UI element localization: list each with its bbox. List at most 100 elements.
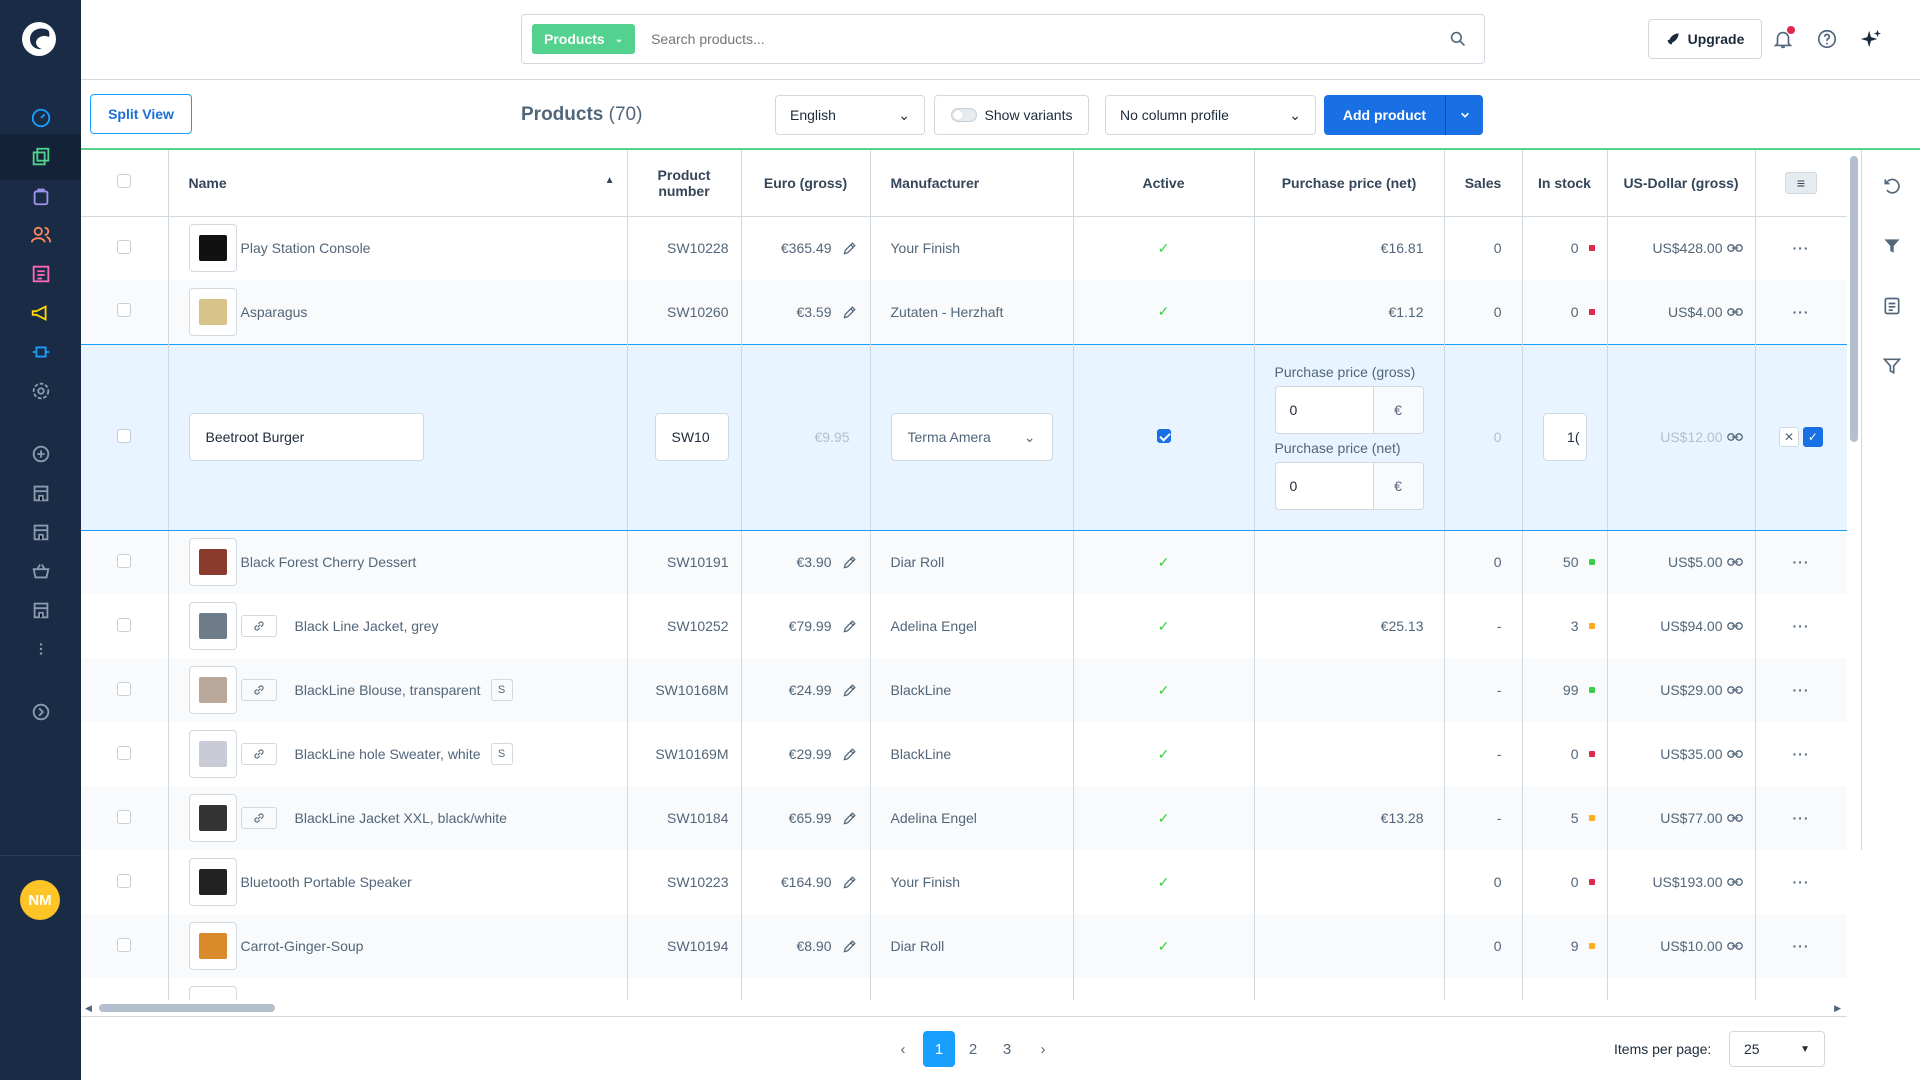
basket-icon[interactable] [0,548,81,594]
save-edit-button[interactable]: ✓ [1802,427,1823,447]
row-actions-icon[interactable]: ··· [1792,938,1810,954]
product-thumbnail[interactable] [188,538,237,587]
filter-icon[interactable] [1880,234,1904,258]
product-thumbnail[interactable] [188,224,237,273]
variant-link-icon[interactable] [240,615,277,637]
edit-pencil-icon[interactable] [842,746,858,762]
items-per-page-select[interactable]: 25 ▼ [1729,1031,1825,1067]
more-icon[interactable] [0,626,81,672]
product-thumbnail[interactable] [188,986,237,1002]
product-name[interactable]: Carrot-Ginger-Soup [240,938,364,954]
inline-edit-row[interactable]: Beetroot Burger SW10 €9.95 Terma Amera ⌄ Purc… [81,343,1847,531]
product-name[interactable]: Black Line Jacket, grey [294,618,439,634]
product-thumbnail[interactable] [188,666,237,714]
row-checkbox[interactable] [117,239,132,254]
table-row[interactable]: Bluetooth Portable Speaker SW10223 €164.90… [81,850,1847,914]
table-row[interactable]: Carrot-Ginger-Soup SW10194 €8.90 Diar Roll ✓… [81,914,1847,978]
horizontal-scroll-thumb[interactable] [99,1004,275,1012]
add-product-button[interactable]: Add product [1324,95,1445,135]
refresh-icon[interactable] [1880,174,1904,198]
table-row[interactable]: Black Line Jacket, grey SW10252 €79.99 Adel… [81,594,1847,658]
upgrade-button[interactable]: Upgrade [1648,19,1762,59]
purchase-gross-field[interactable]: 0 € [1274,386,1424,434]
orders-icon[interactable] [0,173,81,219]
column-header-product-number[interactable]: Product number [627,150,742,217]
product-thumbnail[interactable] [188,794,237,842]
show-variants-toggle[interactable]: Show variants [934,95,1089,135]
product-name[interactable]: Bluetooth Portable Speaker [240,874,412,890]
column-header-in-stock[interactable]: In stock [1522,150,1608,217]
add-product-dropdown[interactable] [1445,95,1483,135]
column-settings-icon[interactable]: ≡ [1785,171,1817,194]
product-thumbnail[interactable] [188,922,237,970]
edit-pencil-icon[interactable] [842,810,858,826]
extensions-icon[interactable] [0,329,81,375]
edit-pencil-icon[interactable] [842,682,858,698]
column-header-usd-gross[interactable]: US-Dollar (gross) [1607,150,1756,217]
select-all-checkbox[interactable] [117,174,132,189]
storefront-2-icon[interactable] [0,509,81,555]
row-checkbox[interactable] [117,303,132,318]
search-input[interactable] [635,19,1438,59]
customers-icon[interactable] [0,212,81,258]
row-actions-icon[interactable]: ··· [1792,554,1810,571]
settings-icon[interactable] [0,368,81,414]
marketing-icon[interactable] [0,290,81,336]
help-icon[interactable] [1812,24,1842,54]
product-name[interactable]: Asparagus [240,303,308,320]
table-row[interactable]: BlackLine hole Sweater, white S SW10169M €2… [81,722,1847,786]
list-icon[interactable] [1880,294,1904,318]
catalogue-icon[interactable] [0,134,81,180]
row-checkbox[interactable] [117,745,132,760]
product-number-input[interactable]: SW10 [654,413,729,461]
row-checkbox[interactable] [117,681,132,696]
stock-input[interactable]: 1( [1542,413,1587,461]
vertical-scroll-thumb[interactable] [1850,156,1858,442]
language-select[interactable]: English ⌄ [775,95,925,135]
next-page-icon[interactable]: › [1040,1040,1046,1058]
column-header-purchase-price[interactable]: Purchase price (net) [1254,150,1445,217]
product-name[interactable]: Play Station Console [240,240,371,257]
edit-pencil-icon[interactable] [842,554,858,570]
filter-outline-icon[interactable] [1880,354,1904,378]
purchase-net-field[interactable]: 0 € [1274,462,1424,510]
column-header-manufacturer[interactable]: Manufacturer [870,150,1074,217]
table-row[interactable]: BlackLine Blouse, transparent S SW10168M €2… [81,658,1847,722]
row-checkbox[interactable] [117,553,132,568]
row-actions-icon[interactable]: ··· [1792,810,1810,826]
column-header-active[interactable]: Active [1073,150,1255,217]
row-actions-icon[interactable]: ··· [1792,240,1810,257]
variant-link-icon[interactable] [240,807,277,829]
table-row[interactable]: Play Station Console SW10228 €365.49 Your F… [81,216,1847,280]
product-name[interactable]: BlackLine hole Sweater, white [294,746,481,762]
row-actions-icon[interactable]: ··· [1792,746,1810,762]
variant-link-icon[interactable] [240,743,277,765]
shopware-logo[interactable] [20,20,58,58]
storefront-icon[interactable] [0,470,81,516]
edit-pencil-icon[interactable] [842,304,858,320]
horizontal-scrollbar[interactable]: ◀ ▶ [81,1000,1847,1016]
page-button-3[interactable]: 3 [1002,1040,1012,1058]
row-actions-icon[interactable]: ··· [1792,618,1810,634]
search-icon[interactable] [1438,19,1478,59]
product-thumbnail[interactable] [188,858,237,906]
cancel-edit-button[interactable]: ✕ [1779,427,1800,447]
user-avatar[interactable]: NM [20,880,60,920]
row-actions-icon[interactable]: ··· [1792,303,1810,320]
row-checkbox[interactable] [117,873,132,888]
column-header-name[interactable]: Name ▲ [168,150,628,217]
scroll-right-arrow[interactable]: ▶ [1834,1003,1841,1013]
toggle-switch[interactable] [950,108,977,122]
row-actions-icon[interactable]: ··· [1792,874,1810,890]
column-header-euro-gross[interactable]: Euro (gross) [741,150,871,217]
purchase-net-input[interactable]: 0 [1289,478,1298,494]
product-name[interactable]: BlackLine Blouse, transparent [294,682,481,698]
row-checkbox[interactable] [117,617,132,632]
row-checkbox[interactable] [117,809,132,824]
manufacturer-select[interactable]: Terma Amera ⌄ [890,413,1053,461]
scroll-left-arrow[interactable]: ◀ [85,1003,92,1013]
edit-pencil-icon[interactable] [842,618,858,634]
ai-sparkle-icon[interactable] [1856,24,1886,54]
table-row[interactable]: Black Forest Cherry Dessert SW10191 €3.90 D… [81,530,1847,594]
dashboard-icon[interactable] [0,95,81,141]
